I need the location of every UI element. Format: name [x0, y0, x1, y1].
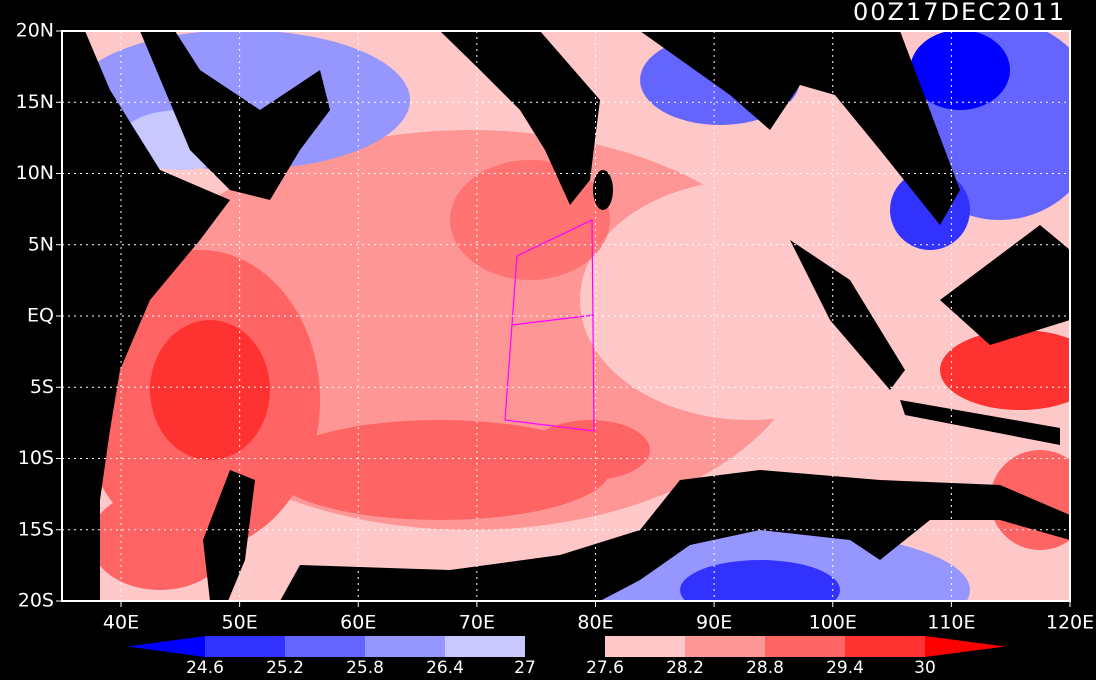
lon-label: 80E — [577, 612, 613, 634]
colorbar-label: 24.6 — [186, 658, 224, 678]
colorbar-segment — [525, 636, 605, 657]
colorbar-segment — [845, 636, 925, 657]
lat-label: 10N — [16, 162, 54, 184]
colorbar-label: 28.2 — [666, 658, 704, 678]
colorbar-segment — [205, 636, 285, 657]
lon-label: 40E — [103, 612, 139, 634]
colorbar-label: 27.6 — [586, 658, 624, 678]
colorbar-segment — [765, 636, 845, 657]
colorbar-label: 27 — [514, 658, 536, 678]
colorbar-segment — [605, 636, 685, 657]
graticule: 20N 15N 10N 5N EQ 5S 10S 15S 20S 40E 50E 60E 70E 80E 9… — [16, 20, 1095, 634]
map-frame — [61, 30, 1071, 602]
colorbar-label: 28.8 — [746, 658, 784, 678]
colorbar-label: 29.4 — [826, 658, 864, 678]
lat-label: 5S — [30, 376, 54, 398]
lat-label: 15S — [18, 518, 54, 540]
lat-label: 5N — [28, 233, 54, 255]
colorbar-arrow — [925, 636, 1005, 657]
lat-label: 15N — [16, 91, 54, 113]
colorbar-segment — [365, 636, 445, 657]
lon-label: 70E — [459, 612, 495, 634]
lon-label: 90E — [696, 612, 732, 634]
colorbar-segment — [685, 636, 765, 657]
colorbar-label: 30 — [914, 658, 936, 678]
lat-label: EQ — [27, 305, 54, 327]
lat-label: 20N — [16, 20, 54, 42]
colorbar-label: 25.8 — [346, 658, 384, 678]
lat-label: 20S — [18, 590, 54, 612]
lon-label: 50E — [222, 612, 258, 634]
colorbar-segment — [285, 636, 365, 657]
colorbar-arrow — [128, 636, 205, 657]
lat-label: 10S — [18, 447, 54, 469]
sst-field — [62, 31, 1070, 601]
lon-label: 110E — [927, 612, 975, 634]
colorbar-label: 25.2 — [266, 658, 304, 678]
lon-label: 100E — [809, 612, 857, 634]
colorbar: 24.6 25.2 25.8 26.4 27 27.6 28.2 28.8 29.4 30 — [128, 636, 1005, 678]
map-title: 00Z17DEC2011 — [853, 0, 1066, 26]
colorbar-label: 26.4 — [426, 658, 464, 678]
lon-label: 60E — [340, 612, 376, 634]
lon-label: 120E — [1046, 612, 1094, 634]
colorbar-segment — [445, 636, 525, 657]
